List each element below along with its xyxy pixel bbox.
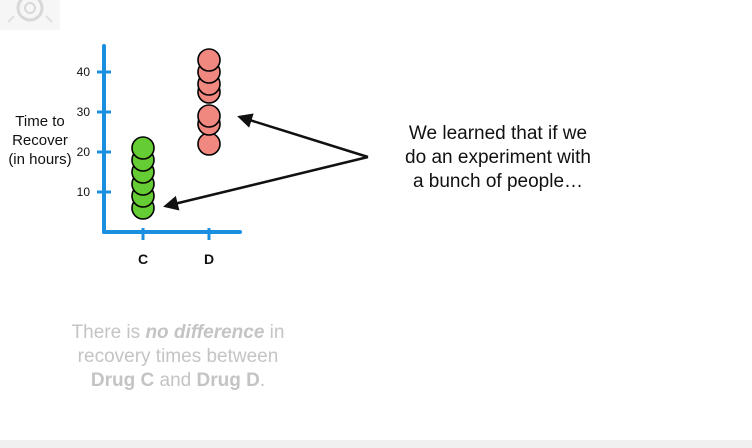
x-tick-label: D [204,251,214,267]
data-point-d [197,132,221,156]
y-axis-label-line-2: Recover [12,132,68,149]
y-axis-label-line-1: Time to [15,113,65,130]
arrow-to-drug-c [163,155,369,211]
annotation-text: We learned that if we do an experiment w… [368,122,628,194]
y-tick-label: 10 [77,185,91,199]
gear-logo-icon [0,0,60,30]
annotation-line-1: We learned that if we [408,123,588,144]
data-point-d [197,104,221,128]
data-point-d [197,48,221,72]
annotation-line-3: a bunch of people… [412,171,584,192]
x-tick-label: C [138,251,148,267]
y-axis-label-line-3: (in hours) [8,151,72,168]
y-axis-label: Time to Recover (in hours) [0,112,80,169]
statement-text-2: in recovery times between [77,322,285,367]
statement-text-1: There is [71,322,146,343]
y-tick-label: 30 [77,105,91,119]
bottom-strip [0,440,752,448]
statement-emphasis-no-difference: no difference [145,322,265,343]
arrow-to-drug-d [237,113,369,159]
statement-drug-d: Drug D [196,370,260,391]
statement-text-4: . [259,370,266,391]
annotation-line-2: do an experiment with [405,147,591,168]
conclusion-statement: There is no difference in recovery times… [60,321,296,393]
y-tick-label: 40 [77,65,91,79]
y-tick-label: 20 [77,145,91,159]
statement-text-3: and [154,370,197,391]
statement-drug-c: Drug C [90,370,155,391]
data-point-c [131,136,155,160]
